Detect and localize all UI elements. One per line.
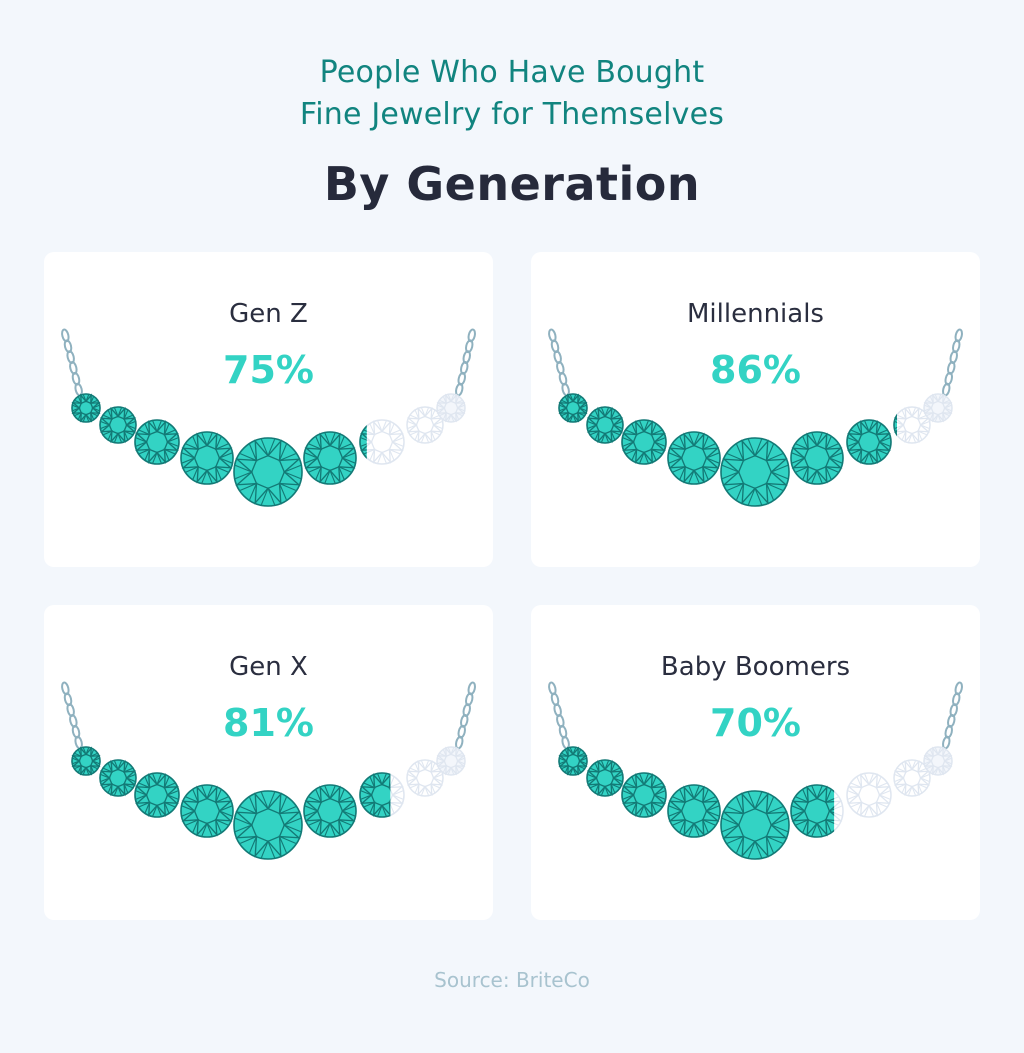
- subtitle-line-1: People Who Have Bought: [319, 55, 705, 90]
- card-value: 81%: [223, 701, 314, 745]
- source-note: Source: BriteCo: [434, 968, 590, 992]
- card-value: 75%: [223, 348, 314, 392]
- necklace-icon: [548, 681, 963, 860]
- title-block: People Who Have Bought Fine Jewelry for …: [0, 52, 1024, 212]
- page-title: By Generation: [323, 157, 701, 211]
- necklace-icon: [548, 328, 963, 507]
- card-baby-boomers: Baby Boomers 70%: [531, 605, 980, 920]
- card-label: Gen X: [229, 652, 308, 682]
- card-value: 70%: [710, 701, 801, 745]
- card-label: Millennials: [687, 299, 824, 329]
- necklace-icon: [61, 681, 476, 860]
- card-gen-x: Gen X 81%: [44, 605, 493, 920]
- necklace-icon: [61, 328, 476, 507]
- card-label: Gen Z: [229, 299, 308, 329]
- card-millennials: Millennials 86%: [531, 252, 980, 567]
- card-gen-z: Gen Z 75%: [44, 252, 493, 567]
- card-value: 86%: [710, 348, 801, 392]
- card-label: Baby Boomers: [660, 652, 851, 682]
- subtitle-line-2: Fine Jewelry for Themselves: [299, 97, 725, 132]
